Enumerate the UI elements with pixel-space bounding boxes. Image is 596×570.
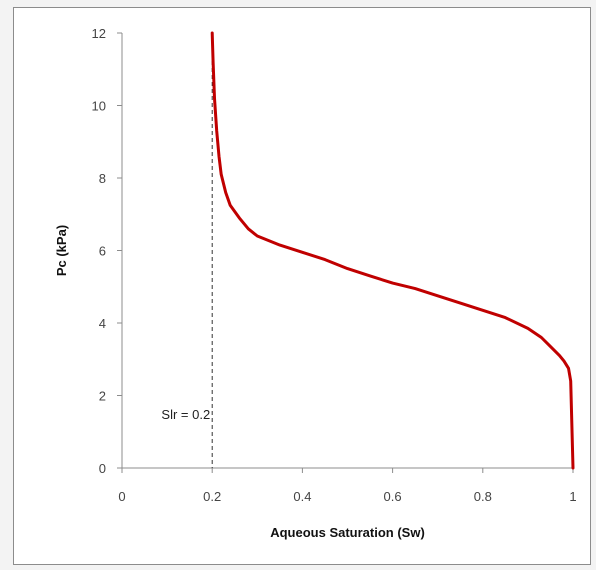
y-tick-label: 4: [99, 316, 106, 331]
y-tick-label: 12: [92, 26, 106, 41]
x-tick-label: 0: [118, 489, 125, 504]
x-tick-label: 0.8: [474, 489, 492, 504]
y-tick-label: 10: [92, 99, 106, 114]
y-tick-label: 0: [99, 461, 106, 476]
y-tick-label: 2: [99, 389, 106, 404]
x-tick-label: 0.4: [293, 489, 311, 504]
capillary-pressure-curve: [210, 31, 575, 470]
y-ticks: 0 2 4 6 8 10 12: [92, 26, 122, 476]
y-tick-label: 8: [99, 171, 106, 186]
irreducible-saturation-label: Slr = 0.2: [161, 407, 210, 422]
y-tick-label: 6: [99, 244, 106, 259]
x-ticks: 0 0.2 0.4 0.6 0.8 1: [118, 468, 577, 504]
y-axis-title: Pc (kPa): [54, 225, 69, 276]
x-tick-label: 1: [569, 489, 576, 504]
axes: [121, 33, 573, 469]
x-tick-label: 0.2: [203, 489, 221, 504]
x-axis-title: Aqueous Saturation (Sw): [270, 525, 425, 540]
x-tick-label: 0.6: [384, 489, 402, 504]
